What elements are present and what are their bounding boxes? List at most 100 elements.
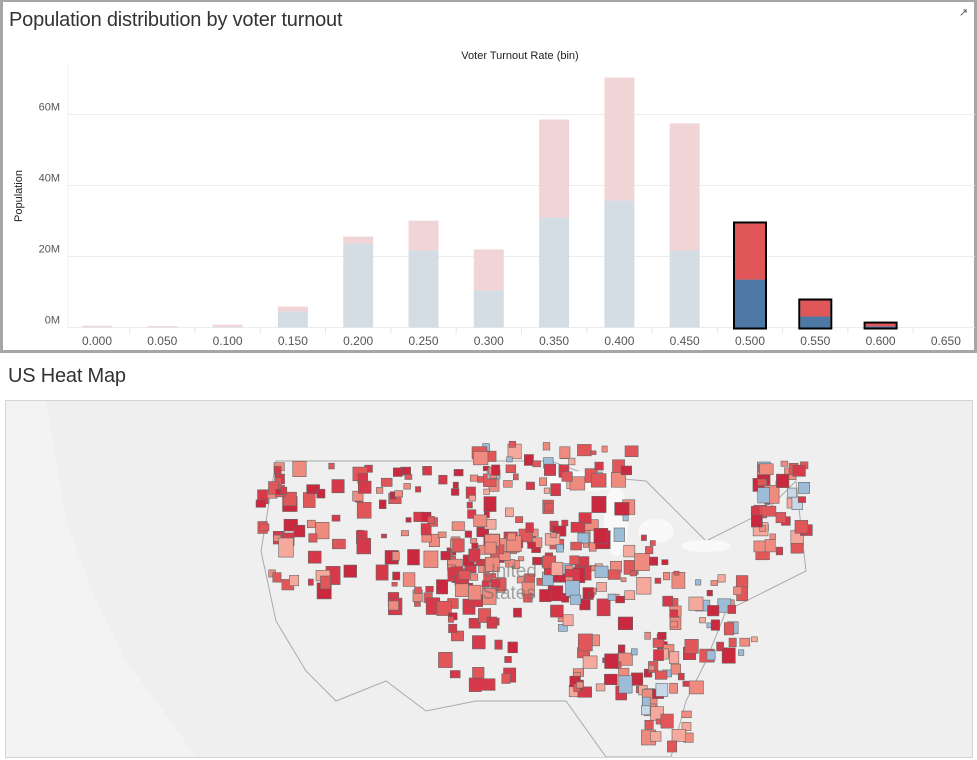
bar-segment-0.550[interactable] <box>800 316 831 328</box>
county-shape[interactable] <box>569 476 586 491</box>
county-shape[interactable] <box>503 480 513 488</box>
county-shape[interactable] <box>449 670 461 679</box>
county-shape[interactable] <box>629 570 637 577</box>
county-shape[interactable] <box>677 672 685 681</box>
county-shape[interactable] <box>477 476 485 483</box>
county-shape[interactable] <box>594 461 604 471</box>
county-shape[interactable] <box>649 540 656 546</box>
county-shape[interactable] <box>328 462 335 470</box>
county-shape[interactable] <box>596 598 611 617</box>
county-shape[interactable] <box>394 490 403 498</box>
county-shape[interactable] <box>663 571 671 581</box>
bar-segment-0.200[interactable] <box>343 243 374 328</box>
county-shape[interactable] <box>716 641 724 652</box>
county-shape[interactable] <box>473 451 489 466</box>
us-heat-map[interactable]: United States <box>5 400 973 758</box>
county-shape[interactable] <box>648 664 655 671</box>
county-shape[interactable] <box>662 595 674 607</box>
county-shape[interactable] <box>569 555 580 565</box>
county-shape[interactable] <box>532 460 541 468</box>
county-shape[interactable] <box>591 496 607 513</box>
county-shape[interactable] <box>507 641 518 654</box>
county-shape[interactable] <box>392 467 403 477</box>
county-shape[interactable] <box>577 444 592 457</box>
county-shape[interactable] <box>407 549 420 566</box>
county-shape[interactable] <box>620 465 632 476</box>
county-shape[interactable] <box>513 607 522 618</box>
county-shape[interactable] <box>476 526 489 538</box>
county-shape[interactable] <box>404 474 413 480</box>
county-shape[interactable] <box>307 578 314 586</box>
county-shape[interactable] <box>570 541 582 551</box>
bar-segment-0.200[interactable] <box>343 236 374 244</box>
county-shape[interactable] <box>375 564 389 581</box>
county-shape[interactable] <box>750 506 760 516</box>
county-shape[interactable] <box>607 569 621 580</box>
county-shape[interactable] <box>624 590 636 600</box>
county-shape[interactable] <box>761 505 777 517</box>
county-shape[interactable] <box>255 499 266 508</box>
county-shape[interactable] <box>786 487 797 498</box>
county-shape[interactable] <box>490 579 501 588</box>
county-shape[interactable] <box>469 573 479 581</box>
county-shape[interactable] <box>556 544 564 553</box>
county-shape[interactable] <box>421 534 432 543</box>
county-shape[interactable] <box>259 523 270 532</box>
county-shape[interactable] <box>282 491 297 506</box>
county-shape[interactable] <box>561 593 569 603</box>
county-shape[interactable] <box>623 544 636 558</box>
county-shape[interactable] <box>542 442 551 451</box>
county-shape[interactable] <box>706 650 716 661</box>
county-shape[interactable] <box>681 722 692 732</box>
county-shape[interactable] <box>733 586 743 596</box>
county-shape[interactable] <box>452 538 465 553</box>
county-shape[interactable] <box>582 655 598 669</box>
county-shape[interactable] <box>422 466 432 476</box>
county-shape[interactable] <box>532 557 542 566</box>
county-shape[interactable] <box>550 483 561 497</box>
county-shape[interactable] <box>486 616 498 629</box>
county-shape[interactable] <box>468 677 482 692</box>
county-shape[interactable] <box>576 681 584 689</box>
county-shape[interactable] <box>524 454 534 466</box>
county-shape[interactable] <box>757 478 767 486</box>
county-shape[interactable] <box>331 514 341 522</box>
county-shape[interactable] <box>512 473 519 481</box>
county-shape[interactable] <box>615 595 625 604</box>
county-shape[interactable] <box>613 527 625 542</box>
county-shape[interactable] <box>739 637 751 647</box>
county-shape[interactable] <box>798 482 810 494</box>
county-shape[interactable] <box>657 631 667 640</box>
county-shape[interactable] <box>607 593 617 601</box>
county-shape[interactable] <box>643 668 653 678</box>
county-shape[interactable] <box>654 670 668 680</box>
county-shape[interactable] <box>544 502 554 512</box>
county-shape[interactable] <box>645 546 654 555</box>
county-shape[interactable] <box>620 577 627 583</box>
county-shape[interactable] <box>491 464 501 476</box>
county-shape[interactable] <box>381 533 387 539</box>
county-shape[interactable] <box>464 530 472 538</box>
county-shape[interactable] <box>582 542 590 548</box>
county-shape[interactable] <box>596 582 607 592</box>
county-shape[interactable] <box>468 495 476 502</box>
county-shape[interactable] <box>466 501 473 509</box>
bar-segment-0.550[interactable] <box>800 300 831 317</box>
county-shape[interactable] <box>669 620 678 628</box>
county-shape[interactable] <box>618 667 630 677</box>
county-shape[interactable] <box>790 542 804 554</box>
county-shape[interactable] <box>472 667 485 680</box>
bar-segment-0.500[interactable] <box>735 223 765 280</box>
county-shape[interactable] <box>723 622 735 636</box>
county-shape[interactable] <box>436 600 452 616</box>
county-shape[interactable] <box>405 517 412 523</box>
county-shape[interactable] <box>427 516 435 524</box>
county-shape[interactable] <box>331 479 345 494</box>
county-shape[interactable] <box>356 529 364 536</box>
county-shape[interactable] <box>268 481 279 495</box>
county-shape[interactable] <box>654 577 662 584</box>
county-shape[interactable] <box>681 710 692 719</box>
county-shape[interactable] <box>524 573 535 583</box>
county-shape[interactable] <box>776 473 790 488</box>
county-shape[interactable] <box>617 644 626 654</box>
